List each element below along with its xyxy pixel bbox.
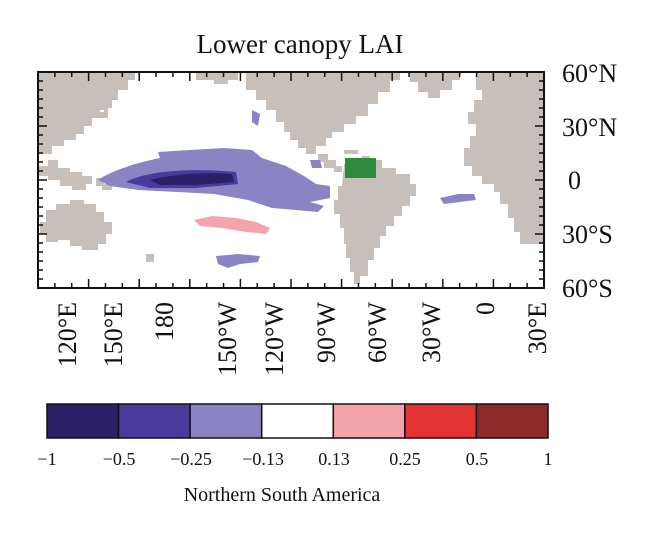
lon-label-150w: 150°W [213, 302, 242, 376]
contour-positive-weak [194, 216, 270, 234]
anomaly-contours [98, 110, 476, 268]
lon-label-60w: 60°W [363, 302, 392, 363]
lon-label-180: 180 [150, 302, 179, 341]
land-south-america [334, 160, 416, 284]
contour-negative-atlantic [440, 194, 476, 204]
land-new-zealand [146, 254, 154, 262]
latitude-labels: 60°N 30°N 0 30°S 60°S [562, 59, 617, 303]
colorbar-label-0-5: 0.5 [466, 449, 489, 469]
lat-label-eq: 0 [568, 166, 581, 195]
lat-label-30n: 30°N [562, 113, 617, 142]
land-japan [100, 100, 112, 118]
land-east-asia [38, 72, 135, 154]
colorbar [46, 403, 549, 439]
longitude-labels: 120°E 150°E 180 150°W 120°W 90°W 60°W 30… [53, 302, 552, 376]
colorbar-label-neg0-13: −0.13 [242, 449, 284, 469]
contour-negative-south [216, 254, 260, 268]
colorbar-label-1: 1 [544, 449, 553, 469]
colorbar-label-neg0-5: −0.5 [103, 449, 136, 469]
lon-label-30e: 30°E [523, 302, 552, 354]
colorbar-label-0-25: 0.25 [389, 449, 421, 469]
lon-label-30w: 30°W [417, 302, 446, 363]
lon-label-120e: 120°E [53, 302, 82, 367]
region-caption: Northern South America [184, 484, 381, 506]
land-caribbean [344, 150, 370, 160]
map-ticks [37, 71, 545, 289]
colorbar-segment [404, 403, 478, 439]
lat-label-60s: 60°S [562, 274, 613, 303]
contour-negative-caribbean [310, 160, 322, 168]
lon-label-0: 0 [471, 302, 500, 315]
region-marker-northern-south-america [345, 158, 376, 178]
colorbar-tick-labels: −1 −0.5 −0.25 −0.13 0.13 0.25 0.5 1 [37, 449, 552, 469]
land-maritime-continent [38, 160, 92, 190]
colorbar-segment [117, 403, 191, 439]
colorbar-segment [332, 403, 406, 439]
contour-negative-small-north [252, 110, 260, 126]
lon-label-90w: 90°W [312, 302, 341, 363]
colorbar-label-neg0-25: −0.25 [170, 449, 212, 469]
land-australia [40, 200, 112, 250]
land-north-america [246, 72, 400, 154]
lat-label-60n: 60°N [562, 59, 617, 88]
lon-label-120w: 120°W [260, 302, 289, 376]
colorbar-segment [260, 403, 335, 439]
lat-label-30s: 30°S [562, 220, 613, 249]
land-central-america [318, 154, 342, 172]
colorbar-label-neg1: −1 [37, 449, 56, 469]
colorbar-segment [475, 403, 549, 439]
colorbar-label-0-13: 0.13 [318, 449, 350, 469]
colorbar-segment [46, 403, 120, 439]
land-greenland [410, 72, 460, 98]
contour-negative-strong [150, 173, 234, 185]
lon-label-150e: 150°E [99, 302, 128, 367]
land-europe-africa [464, 72, 544, 244]
map-panel [37, 71, 545, 289]
map-title: Lower canopy LAI [197, 29, 404, 59]
colorbar-segment [189, 403, 263, 439]
